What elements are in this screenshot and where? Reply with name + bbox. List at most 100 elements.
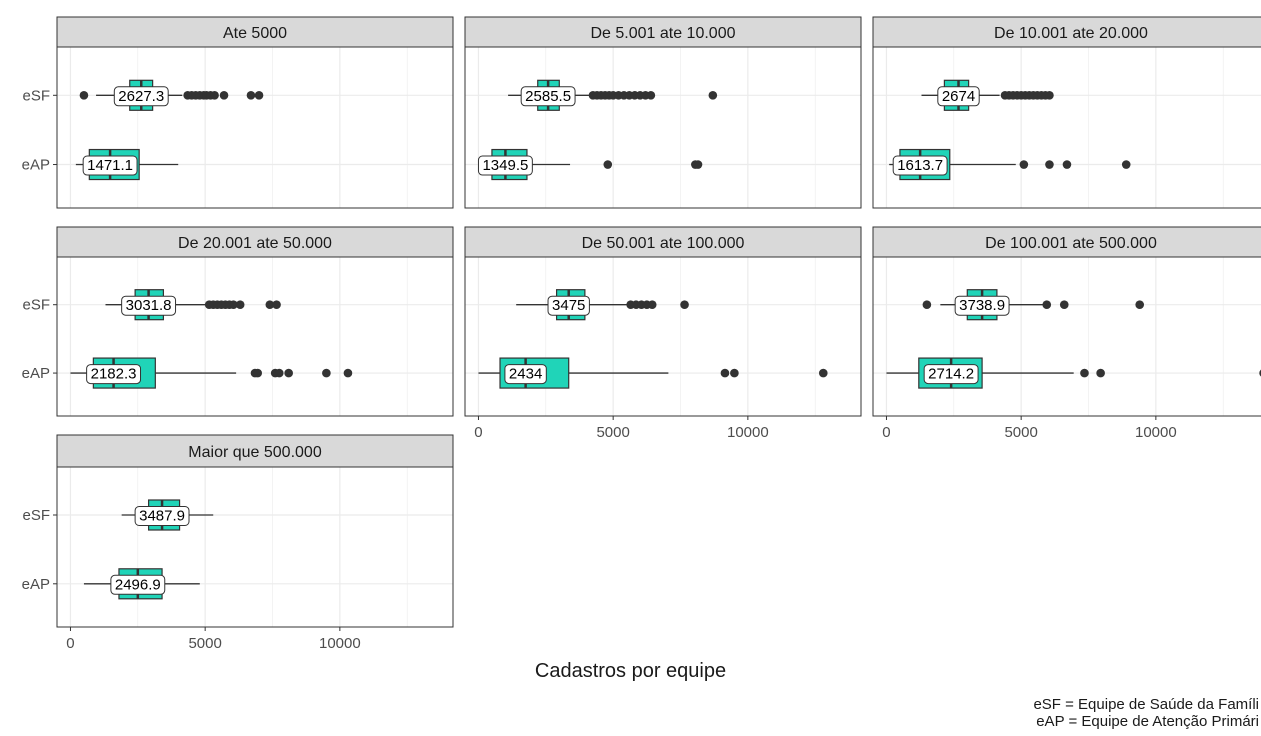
outlier-point — [1019, 160, 1029, 169]
legend-note-eap: eAP = Equipe de Atenção Primári — [1036, 713, 1259, 730]
panel-strip — [872, 226, 1261, 258]
median-label-box — [86, 364, 142, 385]
median-label: 2434 — [509, 366, 542, 383]
panel-2: De 10.001 ate 20.000 2674 1613.7 — [872, 16, 1261, 209]
outlier-point — [322, 368, 331, 378]
outlier-point — [246, 91, 256, 100]
y-tick-label: eAP — [22, 365, 50, 382]
median-label-box — [477, 155, 533, 176]
median-label: 2714.2 — [928, 366, 974, 383]
outlier-point — [680, 300, 689, 310]
x-tick-label: 10000 — [1135, 424, 1177, 441]
panel-strip — [56, 226, 454, 258]
median-label: 3031.8 — [126, 297, 172, 314]
panel-title: De 50.001 ate 100.000 — [582, 235, 745, 252]
panel-strip — [464, 226, 862, 258]
median-label-box — [937, 86, 980, 107]
panel-title: Maior que 500.000 — [188, 444, 322, 461]
median-label-box — [504, 364, 547, 385]
panel-title: De 20.001 ate 50.000 — [178, 235, 332, 252]
x-tick-label: 10000 — [727, 424, 769, 441]
outlier-point — [284, 368, 293, 378]
median-label-box — [923, 364, 979, 385]
panel-background — [465, 257, 861, 416]
outlier-point — [922, 300, 932, 310]
x-tick-label: 0 — [66, 635, 74, 652]
median-label: 2674 — [942, 88, 975, 105]
median-label-box — [892, 155, 948, 176]
outlier-point — [1096, 368, 1105, 378]
panel-strip — [56, 434, 454, 468]
outlier-point — [1045, 160, 1054, 169]
outlier-point — [1121, 160, 1131, 169]
outlier-point — [1059, 300, 1069, 310]
panel-1: De 5.001 ate 10.000 2585.5 1349.5 — [464, 16, 862, 209]
panel-border — [56, 256, 454, 417]
median-label: 1613.7 — [897, 157, 943, 174]
outlier-point — [693, 160, 703, 169]
median-label-box — [110, 574, 166, 595]
outlier-point — [1080, 368, 1089, 378]
median-label: 2627.3 — [118, 88, 164, 105]
panel-border — [872, 256, 1261, 417]
panel-title: De 5.001 ate 10.000 — [590, 25, 735, 42]
median-label: 3487.9 — [139, 508, 185, 525]
legend-note-esf: eSF = Equipe de Saúde da Famíli — [1033, 696, 1259, 713]
panel-strip — [872, 16, 1261, 48]
outlier-point — [253, 368, 262, 378]
outlier-point — [708, 91, 718, 100]
panel-background — [465, 47, 861, 208]
outlier-point — [646, 91, 656, 100]
panel-border — [464, 46, 862, 209]
panel-3: De 20.001 ate 50.000 3031.8 2182.3 eSF eAP — [22, 226, 454, 417]
panel-border — [872, 46, 1261, 209]
panel-background — [873, 257, 1261, 416]
panel-4: De 50.001 ate 100.000 3475 2434 0 5000 10000 — [464, 226, 862, 441]
panel-strip — [464, 16, 862, 48]
panel-title: Ate 5000 — [223, 25, 287, 42]
outlier-point — [343, 368, 353, 378]
outlier-point — [219, 91, 229, 100]
outlier-point — [720, 368, 730, 378]
outlier-point — [647, 300, 657, 310]
panel-border — [464, 256, 862, 417]
outlier-point — [1045, 91, 1054, 100]
x-tick-label: 5000 — [188, 635, 221, 652]
median-label-box — [121, 295, 177, 316]
median-label-box — [547, 295, 590, 316]
panel-background — [57, 47, 453, 208]
y-tick-label: eSF — [22, 297, 50, 314]
y-tick-label: eAP — [22, 576, 50, 593]
panel-background — [873, 47, 1261, 208]
median-label-box — [113, 86, 169, 107]
x-axis-label: Cadastros por equipe — [534, 660, 727, 682]
outlier-point — [79, 91, 89, 100]
outlier-point — [1042, 300, 1052, 310]
median-label-box — [134, 506, 190, 526]
panel-border — [56, 46, 454, 209]
median-label-box — [82, 155, 138, 176]
panel-0: Ate 5000 2627.3 1471.1 eSF eAP — [22, 16, 454, 209]
y-tick-label: eSF — [22, 507, 50, 524]
panel-background — [57, 467, 453, 627]
outlier-point — [274, 368, 284, 378]
panel-title: De 100.001 ate 500.000 — [985, 235, 1157, 252]
median-label: 3738.9 — [959, 297, 1005, 314]
outlier-point — [229, 300, 238, 310]
median-label-box — [954, 295, 1010, 316]
panel-background — [57, 257, 453, 416]
legend-note: eSF = Equipe de Saúde da Famíli eAP = Eq… — [1033, 696, 1259, 730]
x-tick-label: 0 — [882, 424, 890, 441]
median-label: 1349.5 — [482, 157, 528, 174]
panel-6: Maior que 500.000 3487.9 2496.9 eSF eAP 0 5000… — [22, 434, 454, 652]
outlier-point — [265, 300, 275, 310]
panel-title: De 10.001 ate 20.000 — [994, 25, 1148, 42]
outlier-point — [254, 91, 264, 100]
outlier-point — [272, 300, 281, 310]
x-tick-label: 5000 — [1004, 424, 1037, 441]
y-tick-label: eSF — [22, 87, 50, 104]
outlier-point — [1135, 300, 1144, 310]
median-label: 2585.5 — [525, 88, 571, 105]
outlier-point — [818, 368, 828, 378]
